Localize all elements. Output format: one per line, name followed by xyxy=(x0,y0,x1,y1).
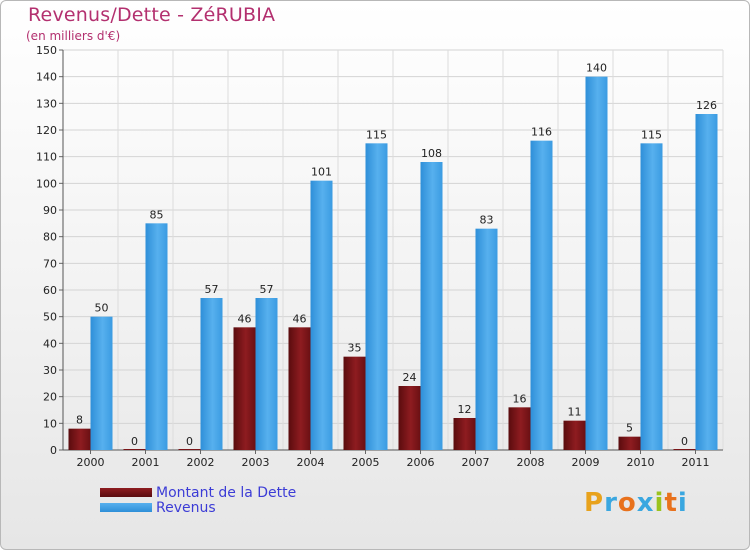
y-tick-label-30: 30 xyxy=(43,364,57,377)
y-tick-label-110: 110 xyxy=(36,151,57,164)
y-tick-label-40: 40 xyxy=(43,337,57,350)
bar-revenue-2000 xyxy=(90,316,113,450)
bar-revenue-2009 xyxy=(585,76,608,451)
label-revenue-2005: 115 xyxy=(366,128,387,141)
label-debt-2006: 24 xyxy=(403,371,417,384)
label-revenue-2006: 108 xyxy=(421,147,442,160)
label-revenue-2002: 57 xyxy=(205,283,219,296)
label-debt-2003: 46 xyxy=(238,312,252,325)
x-tick-label-2003: 2003 xyxy=(242,456,270,469)
y-tick-label-20: 20 xyxy=(43,391,57,404)
label-revenue-2000: 50 xyxy=(95,302,109,315)
proxiti-logo: Proxiti xyxy=(584,488,688,518)
logo-letter-4: i xyxy=(654,488,665,518)
x-tick-label-2008: 2008 xyxy=(517,456,545,469)
logo-letter-1: r xyxy=(604,488,618,518)
logo-letter-6: i xyxy=(677,488,688,518)
label-revenue-2008: 116 xyxy=(531,126,552,139)
label-debt-2008: 16 xyxy=(513,392,527,405)
bar-revenue-2003 xyxy=(255,298,278,450)
logo-letter-2: o xyxy=(617,488,637,518)
y-tick-label-50: 50 xyxy=(43,311,57,324)
logo-letter-5: t xyxy=(664,488,678,518)
y-tick-label-70: 70 xyxy=(43,257,57,270)
bar-debt-2004 xyxy=(288,327,311,450)
label-revenue-2010: 115 xyxy=(641,128,662,141)
bar-debt-2009 xyxy=(563,420,586,450)
x-tick-label-2006: 2006 xyxy=(407,456,435,469)
bar-revenue-2004 xyxy=(310,180,333,450)
bar-debt-2002 xyxy=(178,449,201,450)
legend-swatch-debt xyxy=(100,488,152,497)
x-tick-label-2007: 2007 xyxy=(462,456,490,469)
logo-letter-3: x xyxy=(636,488,655,518)
label-revenue-2001: 85 xyxy=(150,208,164,221)
bar-debt-2006 xyxy=(398,386,421,450)
y-tick-label-60: 60 xyxy=(43,284,57,297)
bar-debt-2011 xyxy=(673,449,696,450)
axes: 0102030405060708090100110120130140150200… xyxy=(36,44,723,469)
x-tick-label-2000: 2000 xyxy=(77,456,105,469)
bar-revenue-2005 xyxy=(365,143,388,451)
x-tick-label-2010: 2010 xyxy=(627,456,655,469)
bar-revenue-2006 xyxy=(420,162,443,450)
x-tick-label-2002: 2002 xyxy=(187,456,215,469)
legend-label-revenue: Revenus xyxy=(156,500,216,516)
y-tick-label-90: 90 xyxy=(43,204,57,217)
bar-debt-2001 xyxy=(123,449,146,450)
label-debt-2009: 11 xyxy=(568,406,582,419)
legend-label-debt: Montant de la Dette xyxy=(156,485,297,501)
chart-title: Revenus/Dette - ZéRUBIA xyxy=(28,4,276,26)
y-tick-label-120: 120 xyxy=(36,124,57,137)
label-revenue-2003: 57 xyxy=(260,283,274,296)
label-debt-2000: 8 xyxy=(76,414,83,427)
label-revenue-2004: 101 xyxy=(311,166,332,179)
x-tick-label-2001: 2001 xyxy=(132,456,160,469)
label-debt-2011: 0 xyxy=(681,435,688,448)
y-tick-label-10: 10 xyxy=(43,417,57,430)
x-tick-label-2011: 2011 xyxy=(682,456,710,469)
bar-debt-2007 xyxy=(453,418,476,450)
y-tick-label-150: 150 xyxy=(36,44,57,57)
x-tick-label-2004: 2004 xyxy=(297,456,325,469)
legend-swatch-revenue xyxy=(100,503,152,512)
bar-revenue-2011 xyxy=(695,114,718,450)
label-debt-2001: 0 xyxy=(131,435,138,448)
label-debt-2010: 5 xyxy=(626,422,633,435)
bar-revenue-2010 xyxy=(640,143,663,451)
label-debt-2007: 12 xyxy=(458,403,472,416)
bar-revenue-2001 xyxy=(145,223,168,450)
bar-debt-2003 xyxy=(233,327,256,450)
y-tick-label-130: 130 xyxy=(36,97,57,110)
bar-debt-2008 xyxy=(508,407,531,450)
bar-debt-2010 xyxy=(618,436,641,450)
y-tick-label-100: 100 xyxy=(36,177,57,190)
logo-letter-0: P xyxy=(584,488,605,518)
y-tick-label-140: 140 xyxy=(36,71,57,84)
bars xyxy=(68,76,718,451)
data-labels: 8500850574657461013511524108128316116111… xyxy=(76,62,717,448)
chart-subtitle: (en milliers d'€) xyxy=(26,29,121,43)
label-revenue-2011: 126 xyxy=(696,99,717,112)
bar-revenue-2002 xyxy=(200,298,223,450)
y-tick-label-80: 80 xyxy=(43,231,57,244)
bar-debt-2005 xyxy=(343,356,366,450)
bar-revenue-2007 xyxy=(475,228,498,450)
y-tick-label-0: 0 xyxy=(50,444,57,457)
label-debt-2004: 46 xyxy=(293,312,307,325)
bar-revenue-2008 xyxy=(530,140,553,450)
label-debt-2005: 35 xyxy=(348,342,362,355)
label-revenue-2009: 140 xyxy=(586,62,607,75)
x-tick-label-2009: 2009 xyxy=(572,456,600,469)
bar-debt-2000 xyxy=(68,428,91,450)
label-revenue-2007: 83 xyxy=(480,214,494,227)
x-tick-label-2005: 2005 xyxy=(352,456,380,469)
label-debt-2002: 0 xyxy=(186,435,193,448)
